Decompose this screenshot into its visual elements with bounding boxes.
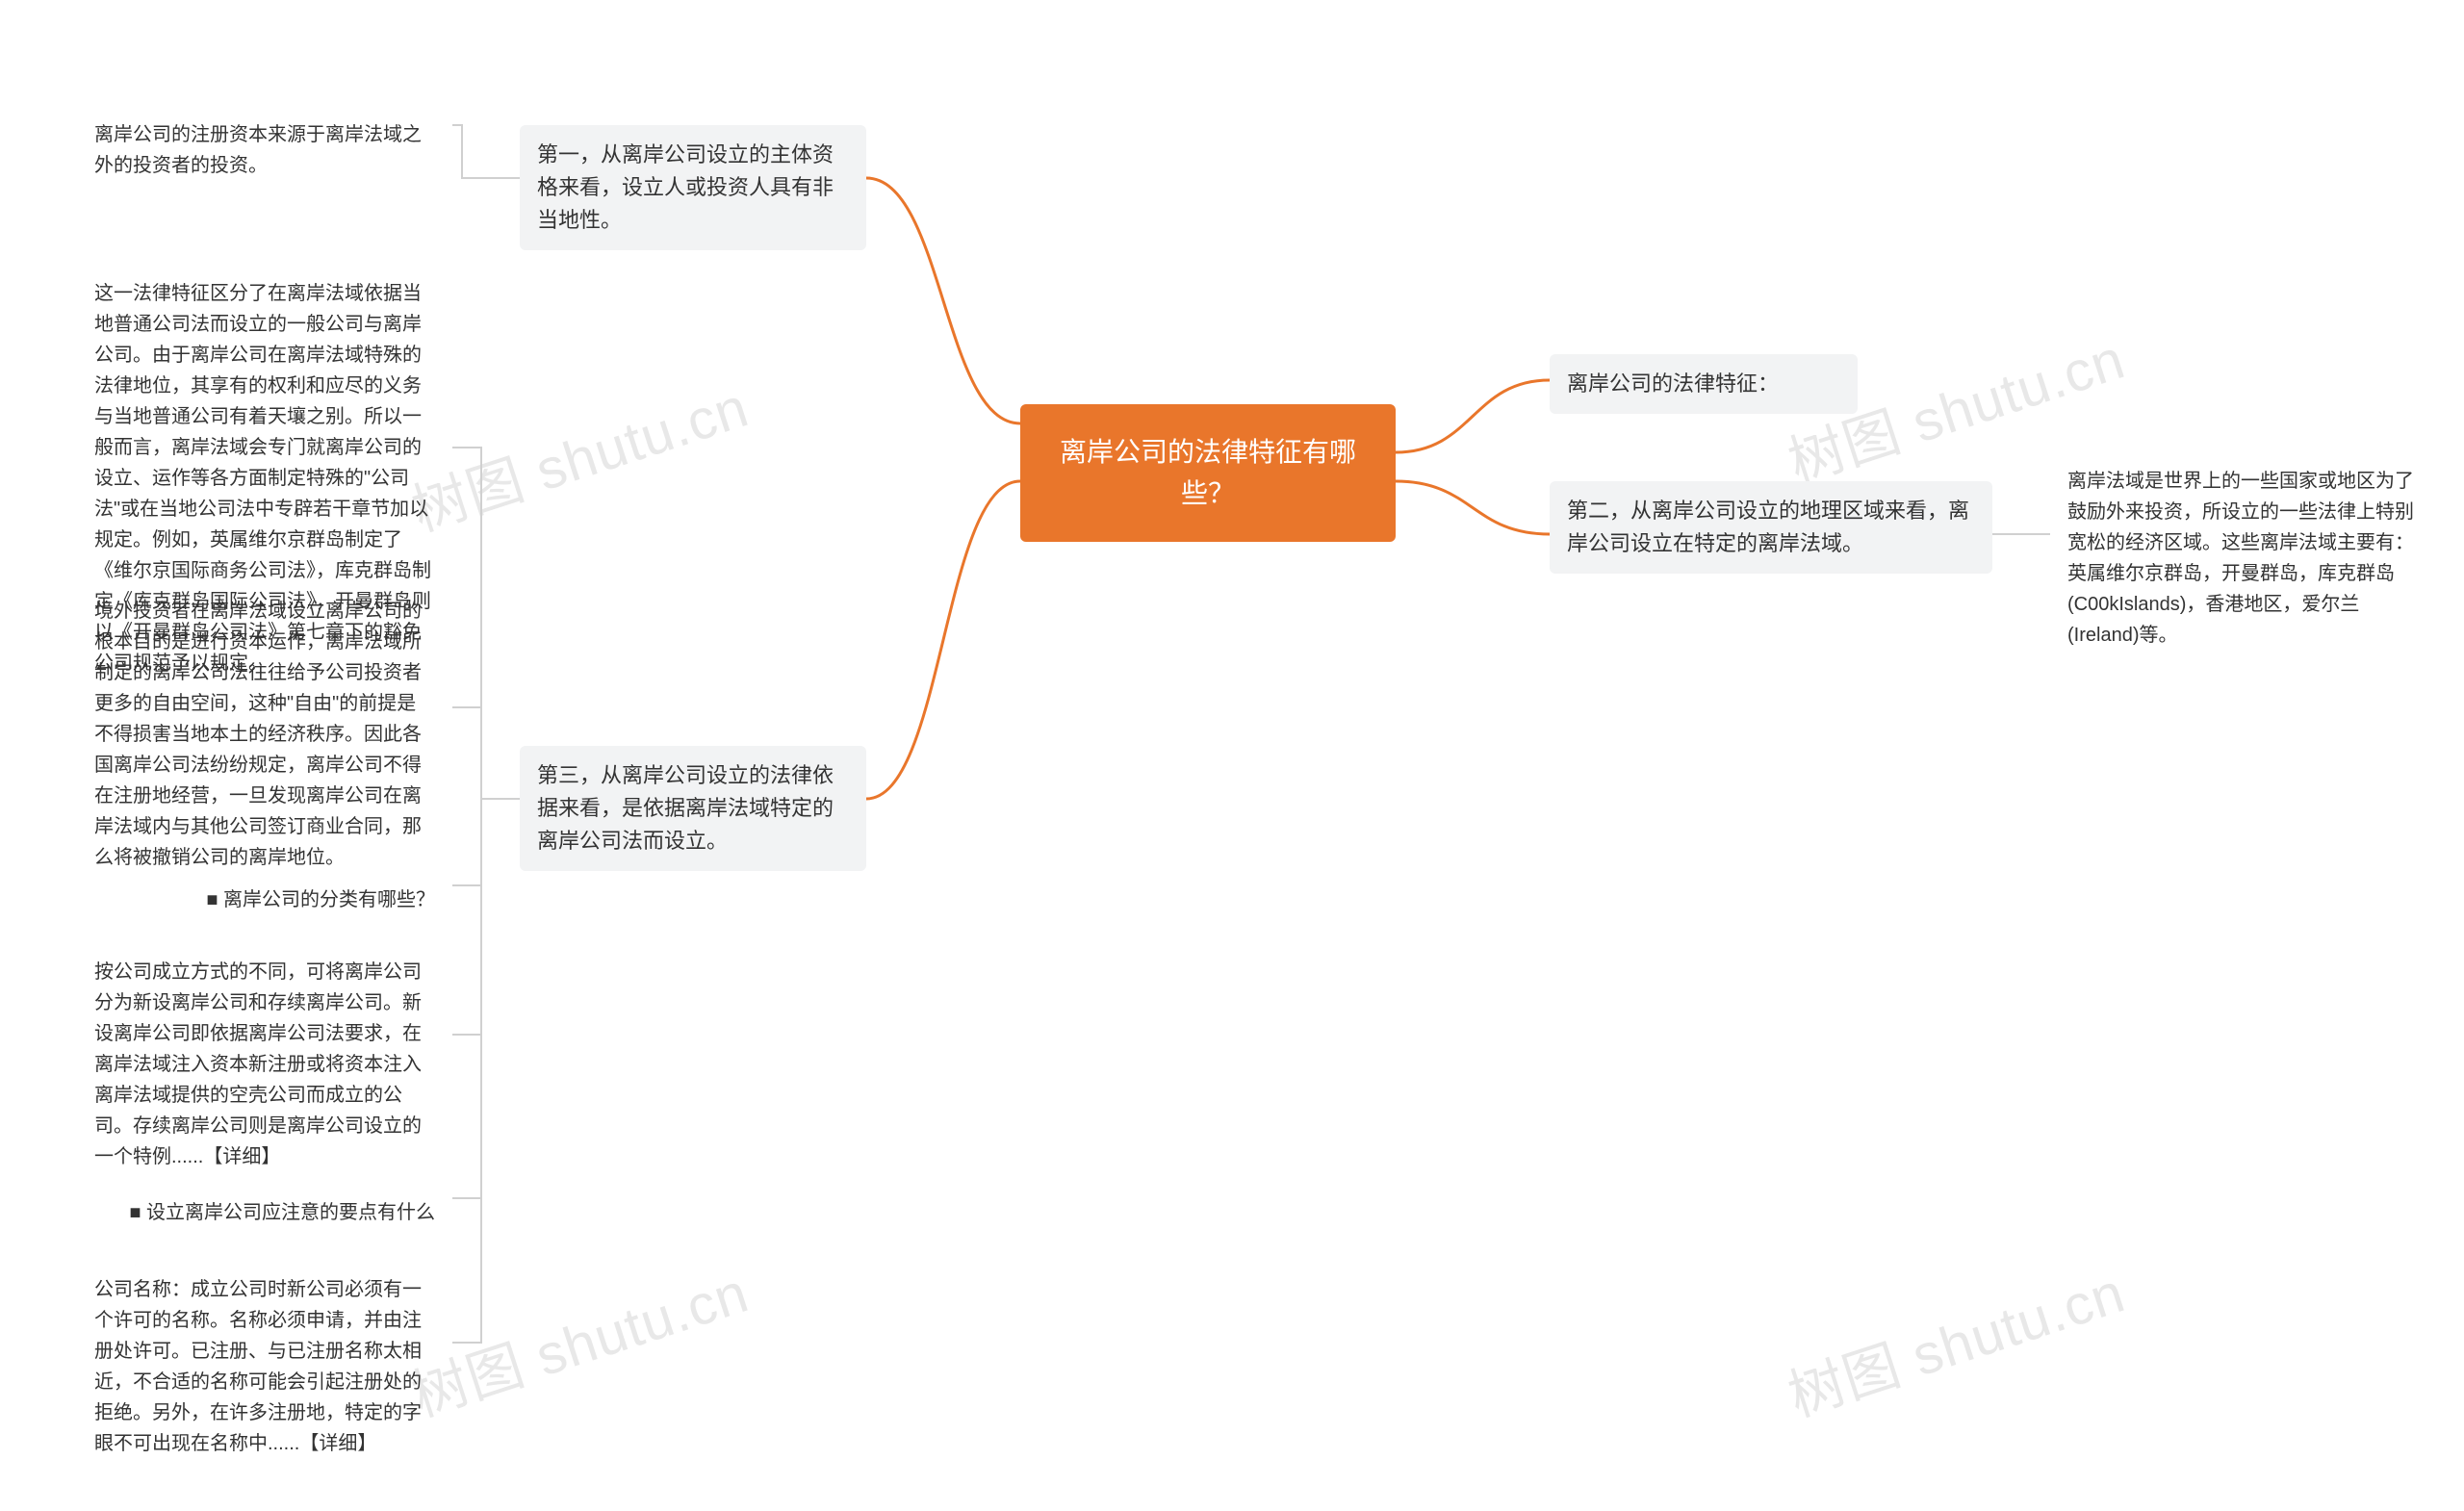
right-child-2-leaf: 离岸法域是世界上的一些国家或地区为了鼓励外来投资，所设立的一些法律上特别宽松的经… [2050, 452, 2435, 664]
left-child-3-leaf-f: 公司名称：成立公司时新公司必须有一个许可的名称。名称必须申请，并由注册处许可。已… [77, 1261, 452, 1473]
left-child-3-leaf-e: 设立离岸公司应注意的要点有什么 [77, 1184, 452, 1242]
left-child-1-leaf: 离岸公司的注册资本来源于离岸法域之外的投资者的投资。 [77, 106, 452, 194]
watermark: 树图 shutu.cn [1777, 1247, 2134, 1432]
left-child-3-leaf-b: 境外投资者在离岸法域设立离岸公司的根本目的是进行资本运作，离岸法域所制定的离岸公… [77, 582, 452, 886]
root-node: 离岸公司的法律特征有哪些？ [1020, 404, 1396, 542]
left-child-3: 第三，从离岸公司设立的法律依据来看，是依据离岸法域特定的离岸公司法而设立。 [520, 746, 866, 871]
right-child-1: 离岸公司的法律特征： [1550, 354, 1858, 414]
watermark: 树图 shutu.cn [400, 1247, 757, 1432]
left-child-1: 第一，从离岸公司设立的主体资格来看，设立人或投资人具有非当地性。 [520, 125, 866, 250]
right-child-2: 第二，从离岸公司设立的地理区域来看，离岸公司设立在特定的离岸法域。 [1550, 481, 1992, 574]
watermark: 树图 shutu.cn [400, 362, 757, 547]
left-child-3-leaf-c: 离岸公司的分类有哪些？ [77, 871, 452, 929]
left-child-3-leaf-d: 按公司成立方式的不同，可将离岸公司分为新设离岸公司和存续离岸公司。新设离岸公司即… [77, 943, 452, 1186]
